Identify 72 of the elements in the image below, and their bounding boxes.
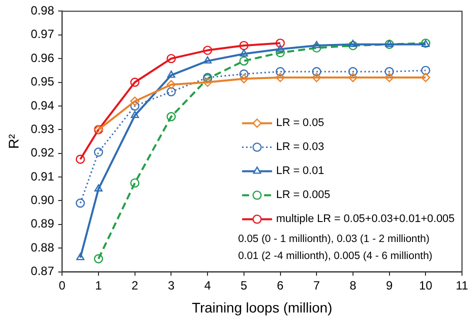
point	[130, 110, 139, 118]
point	[276, 44, 284, 52]
point	[239, 74, 249, 84]
y-axis-title: R²	[5, 134, 22, 149]
point	[166, 87, 176, 96]
point	[348, 72, 358, 82]
legend-label: LR = 0.05	[276, 117, 324, 130]
y-tick-label: 0.90	[30, 193, 54, 208]
point	[76, 154, 85, 164]
point	[166, 54, 176, 64]
point	[421, 66, 430, 76]
annotation: 0.01 (2 -4 millionth), 0.005 (4 - 6 millionth)	[238, 250, 432, 262]
point	[130, 178, 140, 188]
point	[166, 112, 176, 122]
x-tick-label: 0	[58, 278, 66, 292]
point	[348, 40, 358, 47]
y-tick-label: 0.95	[30, 74, 54, 89]
point	[312, 43, 322, 53]
point	[312, 40, 321, 48]
point	[240, 49, 248, 56]
x-axis-title: Training loops (million)	[192, 299, 332, 316]
point	[348, 67, 358, 76]
point	[202, 78, 212, 87]
x-tick-label: 9	[386, 278, 393, 292]
y-tick-label: 0.98	[30, 4, 54, 18]
y-tick-label: 0.88	[30, 240, 54, 254]
legend-label: multiple LR = 0.05+0.03+0.01+0.005	[276, 213, 455, 226]
x-tick-label: 11	[456, 278, 469, 292]
point	[203, 56, 212, 64]
legend-label: LR = 0.03	[276, 141, 324, 154]
point	[166, 80, 176, 90]
y-tick-label: 0.94	[30, 98, 54, 112]
x-tick-label: 8	[350, 278, 357, 292]
point	[276, 67, 285, 76]
x-tick-label: 5	[240, 278, 248, 292]
x-tick-label: 10	[418, 278, 433, 292]
legend-label: LR = 0.01	[276, 165, 324, 178]
point	[202, 46, 212, 55]
y-tick-label: 0.87	[30, 264, 54, 278]
point	[312, 67, 322, 76]
point	[384, 72, 394, 82]
point	[276, 72, 285, 82]
y-tick-label: 0.92	[30, 146, 54, 160]
y-tick-label: 0.93	[30, 122, 54, 136]
point	[312, 72, 322, 82]
y-tick-label: 0.89	[30, 216, 54, 231]
point	[76, 252, 84, 260]
x-tick-label: 7	[313, 278, 320, 292]
point	[239, 69, 249, 79]
y-tick-label: 0.96	[30, 50, 54, 65]
point	[167, 70, 176, 78]
legend-label: LR = 0.005	[276, 189, 330, 202]
point	[239, 56, 249, 66]
y-tick-label: 0.97	[30, 27, 54, 42]
x-tick-label: 3	[168, 278, 175, 292]
x-tick-label: 4	[204, 278, 212, 292]
x-tick-label: 2	[132, 278, 139, 292]
point	[384, 67, 394, 76]
point	[130, 78, 140, 87]
point	[130, 96, 140, 106]
point	[94, 254, 104, 264]
point	[239, 40, 249, 50]
point	[94, 148, 104, 157]
point	[421, 72, 430, 82]
point	[76, 198, 85, 208]
point	[348, 40, 358, 50]
point	[94, 184, 103, 192]
x-tick-label: 1	[95, 278, 102, 292]
y-tick-label: 0.91	[30, 169, 54, 184]
annotation: 0.05 (0 - 1 millionth), 0.03 (1 - 2 millionth)	[238, 233, 430, 246]
point	[276, 38, 285, 48]
x-tick-label: 6	[276, 278, 284, 292]
